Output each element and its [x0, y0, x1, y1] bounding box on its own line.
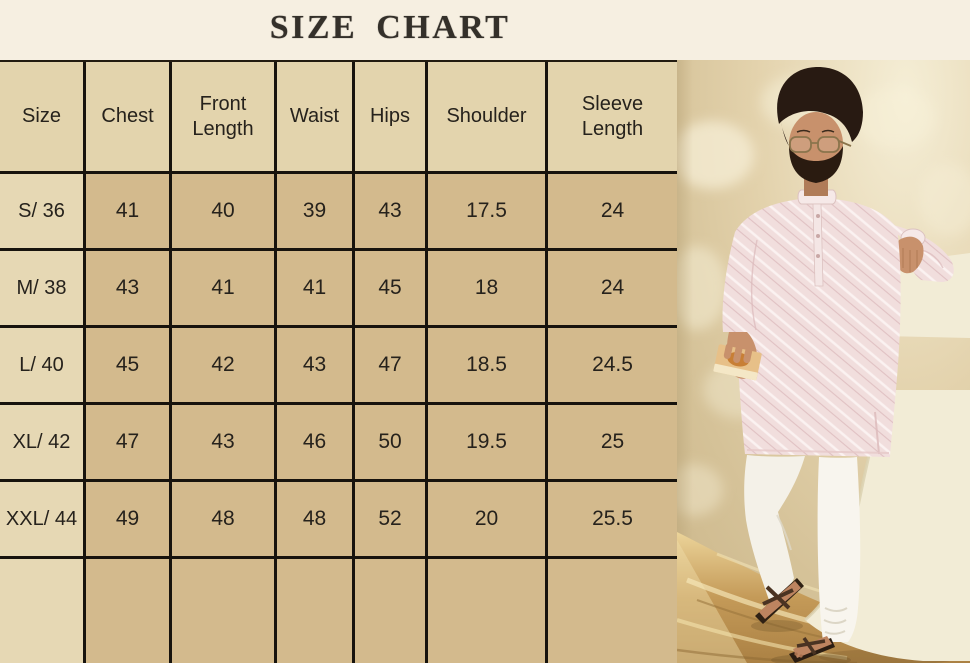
value-cell: 43 — [355, 174, 428, 251]
model-sandals — [751, 578, 851, 663]
value-cell: 42 — [172, 328, 277, 405]
value-cell: 47 — [86, 405, 172, 482]
value-cell: 41 — [86, 174, 172, 251]
value-cell: 49 — [86, 482, 172, 559]
value-cell: 50 — [355, 405, 428, 482]
header-cell: Waist — [277, 62, 355, 174]
value-cell: 17.5 — [428, 174, 548, 251]
value-cell: 48 — [277, 482, 355, 559]
size-cell: XXL/ 44 — [0, 482, 86, 559]
size-cell: M/ 38 — [0, 251, 86, 328]
header-cell: Shoulder — [428, 62, 548, 174]
value-cell: 19.5 — [428, 405, 548, 482]
value-cell: 46 — [277, 405, 355, 482]
value-cell: 45 — [355, 251, 428, 328]
header-cell: Hips — [355, 62, 428, 174]
title-bar: SIZE CHART — [270, 9, 511, 47]
model-kurta — [722, 189, 901, 457]
value-cell: 24 — [548, 174, 677, 251]
header-cell: Front Length — [172, 62, 277, 174]
value-cell: 39 — [277, 174, 355, 251]
size-cell: L/ 40 — [0, 328, 86, 405]
model-figure — [713, 66, 954, 663]
model-pants — [744, 455, 861, 642]
model-head — [777, 66, 863, 196]
empty-cell — [428, 559, 548, 663]
size-cell: XL/ 42 — [0, 405, 86, 482]
model-photo — [677, 60, 970, 663]
value-cell: 20 — [428, 482, 548, 559]
value-cell: 47 — [355, 328, 428, 405]
glasses — [789, 136, 852, 153]
value-cell: 25.5 — [548, 482, 677, 559]
size-cell: S/ 36 — [0, 174, 86, 251]
value-cell: 43 — [277, 328, 355, 405]
header-cell: Chest — [86, 62, 172, 174]
empty-cell — [0, 559, 86, 663]
model-hair — [777, 66, 863, 142]
value-cell: 18.5 — [428, 328, 548, 405]
value-cell: 41 — [277, 251, 355, 328]
header-cell: Size — [0, 62, 86, 174]
value-cell: 24 — [548, 251, 677, 328]
value-cell: 48 — [172, 482, 277, 559]
page-title: SIZE CHART — [269, 9, 511, 46]
value-cell: 18 — [428, 251, 548, 328]
value-cell: 24.5 — [548, 328, 677, 405]
value-cell: 43 — [172, 405, 277, 482]
header-cell: Sleeve Length — [548, 62, 677, 174]
empty-cell — [277, 559, 355, 663]
empty-cell — [86, 559, 172, 663]
size-chart-table: Size Chest Front Length Waist Hips Shoulder Sl… — [0, 60, 677, 663]
book-prop — [713, 332, 762, 381]
value-cell: 52 — [355, 482, 428, 559]
value-cell: 45 — [86, 328, 172, 405]
value-cell: 41 — [172, 251, 277, 328]
model-right-arm — [889, 224, 954, 282]
empty-cell — [355, 559, 428, 663]
value-cell: 43 — [86, 251, 172, 328]
value-cell: 40 — [172, 174, 277, 251]
empty-cell — [548, 559, 677, 663]
empty-cell — [172, 559, 277, 663]
value-cell: 25 — [548, 405, 677, 482]
